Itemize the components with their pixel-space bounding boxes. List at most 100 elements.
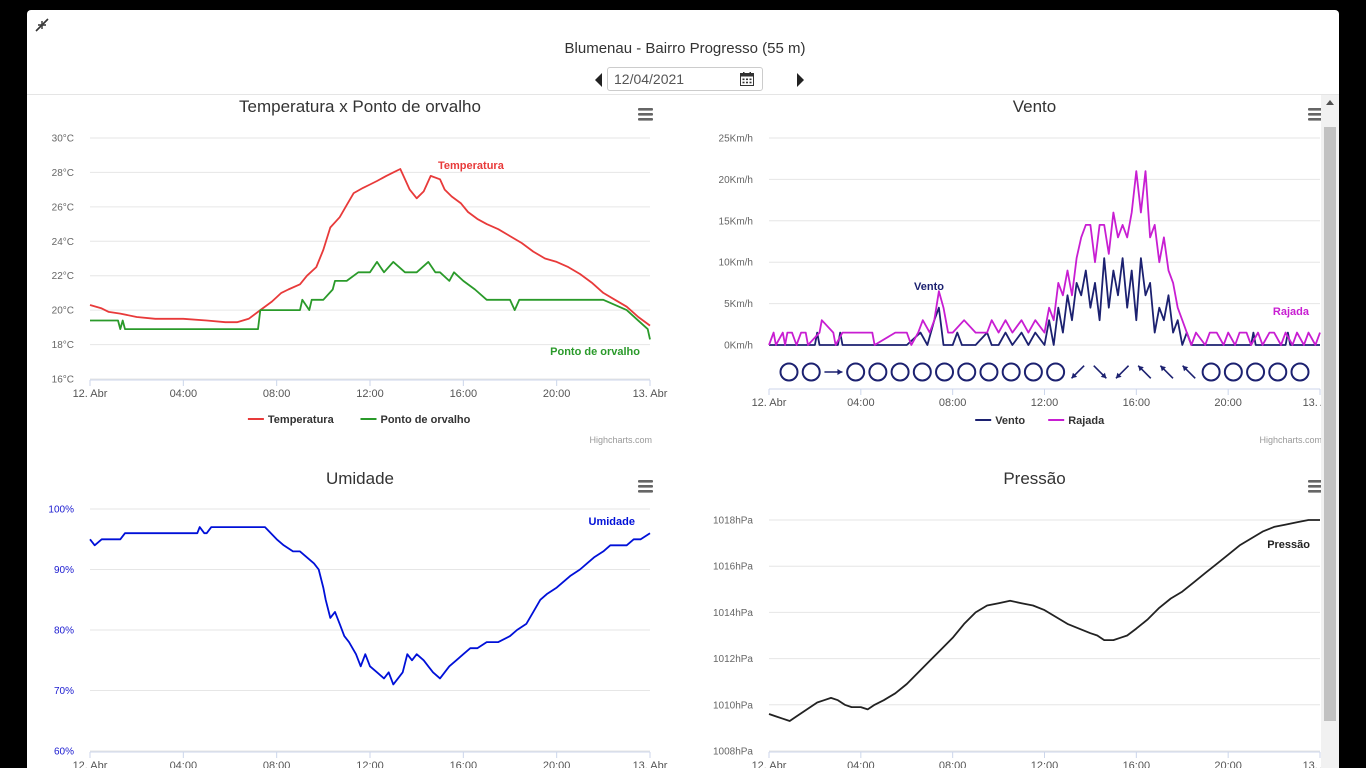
- legend-item[interactable]: Ponto de orvalho: [360, 414, 471, 426]
- previous-day-button[interactable]: [594, 73, 604, 87]
- charts-scroll-area[interactable]: Temperatura x Ponto de orvalho 16°C 18°C 20…: [27, 95, 1339, 768]
- wind-calm-icon: [1023, 362, 1043, 382]
- y-tick-label: 90%: [54, 565, 74, 576]
- wind-calm-icon: [801, 362, 821, 382]
- y-tick-label: 1016hPa: [713, 562, 753, 573]
- chart-title: Vento: [1013, 97, 1057, 116]
- wind-calm-icon: [890, 362, 910, 382]
- wind-chart: Vento 0Km/h 5Km/h 10Km/h 15Km/h 20Km/h 25Km/h 1…: [719, 97, 1338, 445]
- vertical-scrollbar[interactable]: [1321, 95, 1339, 768]
- chart-menu-icon[interactable]: [634, 476, 657, 495]
- wind-calm-icon: [846, 362, 866, 382]
- y-tick-label: 1018hPa: [713, 516, 753, 527]
- series-line-temperatura[interactable]: [89, 168, 651, 327]
- x-tick-label: 12. Abr: [73, 388, 108, 400]
- chart-menu-icon[interactable]: [1304, 104, 1327, 123]
- chart-title: Temperatura x Ponto de orvalho: [239, 97, 481, 116]
- legend-item[interactable]: Temperatura: [247, 414, 335, 426]
- legend-item[interactable]: Rajada: [1048, 415, 1105, 427]
- wind-calm-icon: [1001, 362, 1021, 382]
- y-tick-label: 5Km/h: [724, 299, 753, 310]
- next-day-button[interactable]: [795, 73, 805, 87]
- y-tick-label: 22°C: [52, 271, 74, 282]
- y-tick-label: 1012hPa: [713, 654, 753, 665]
- date-input[interactable]: [607, 67, 763, 91]
- wind-calm-icon: [1268, 362, 1288, 382]
- x-tick-label: 12:00: [1031, 397, 1059, 409]
- station-title: Blumenau - Bairro Progresso (55 m): [564, 40, 806, 57]
- x-tick-label: 12. Abr: [73, 760, 108, 768]
- legend-label: Temperatura: [268, 414, 335, 426]
- series-label: Pressão: [1267, 539, 1310, 551]
- series-line-vento[interactable]: [769, 257, 1320, 346]
- chart-menu-icon[interactable]: [634, 104, 657, 123]
- series-line-ponto-de-orvalho[interactable]: [90, 260, 651, 340]
- x-tick-label: 20:00: [543, 760, 571, 768]
- y-tick-label: 15Km/h: [719, 216, 753, 227]
- legend-label: Vento: [995, 415, 1025, 427]
- x-tick-label: 16:00: [1123, 397, 1151, 409]
- y-tick-label: 24°C: [52, 237, 74, 248]
- y-tick-label: 0Km/h: [724, 341, 753, 352]
- x-tick-label: 16:00: [450, 760, 478, 768]
- wind-calm-icon: [957, 362, 977, 382]
- y-tick-label: 30°C: [52, 134, 74, 145]
- scroll-up-arrow-icon[interactable]: [1326, 100, 1334, 105]
- series-line-pressão[interactable]: [768, 519, 1320, 722]
- y-tick-label: 70%: [54, 686, 74, 697]
- wind-calm-icon: [1246, 362, 1266, 382]
- caret-right-icon: [797, 73, 804, 87]
- scrollbar-thumb[interactable]: [1324, 127, 1336, 721]
- chart-title: Pressão: [1003, 469, 1065, 488]
- x-tick-label: 12. Abr: [752, 760, 787, 768]
- x-tick-label: 12:00: [356, 760, 384, 768]
- station-modal: Blumenau - Bairro Progresso (55 m) Tempe…: [27, 10, 1339, 768]
- calendar-icon[interactable]: [740, 72, 754, 86]
- x-tick-label: 04:00: [170, 760, 198, 768]
- wind-calm-icon: [1223, 362, 1243, 382]
- x-tick-label: 20:00: [1214, 760, 1242, 768]
- y-tick-label: 100%: [48, 505, 74, 516]
- humidity-chart: Umidade 60% 70% 80% 90% 100% 12. Abr 04:00 08:00…: [48, 469, 668, 768]
- wind-arrow-east-icon: [824, 369, 843, 375]
- x-tick-label: 13. Abr: [633, 760, 668, 768]
- x-tick-label: 20:00: [1214, 397, 1242, 409]
- x-tick-label: 08:00: [939, 760, 967, 768]
- x-tick-label: 08:00: [939, 397, 967, 409]
- highcharts-credits[interactable]: Highcharts.com: [1259, 435, 1322, 445]
- y-tick-label: 80%: [54, 626, 74, 637]
- wind-calm-icon: [1201, 362, 1221, 382]
- x-tick-label: 12:00: [356, 388, 384, 400]
- y-tick-label: 20°C: [52, 306, 74, 317]
- wind-arrow-northwest-icon: [1182, 365, 1196, 379]
- wind-arrow-northwest-icon: [1137, 365, 1152, 379]
- x-tick-label: 12:00: [1031, 760, 1059, 768]
- x-tick-label: 13. Abr: [633, 388, 668, 400]
- y-tick-label: 18°C: [52, 340, 74, 351]
- series-label: Umidade: [589, 516, 635, 528]
- wind-calm-icon: [868, 362, 888, 382]
- x-tick-label: 12. Abr: [752, 397, 787, 409]
- y-tick-label: 60%: [54, 747, 74, 758]
- wind-arrow-southwest-icon: [1115, 365, 1130, 379]
- wind-calm-icon: [979, 362, 999, 382]
- y-tick-label: 20Km/h: [719, 175, 753, 186]
- highcharts-credits[interactable]: Highcharts.com: [589, 435, 652, 445]
- x-tick-label: 08:00: [263, 760, 291, 768]
- caret-left-icon: [595, 73, 602, 87]
- y-tick-label: 26°C: [52, 202, 74, 213]
- chart-menu-icon[interactable]: [1304, 476, 1327, 495]
- x-tick-label: 04:00: [847, 397, 875, 409]
- header-divider: [27, 94, 1339, 95]
- series-line-umidade[interactable]: [89, 526, 651, 686]
- legend-item[interactable]: Vento: [975, 415, 1025, 427]
- series-label: Rajada: [1273, 306, 1310, 318]
- legend-label: Ponto de orvalho: [381, 414, 471, 426]
- wind-calm-icon: [912, 362, 932, 382]
- wind-calm-icon: [935, 362, 955, 382]
- series-line-rajada[interactable]: [768, 170, 1321, 346]
- wind-arrow-northwest-icon: [1159, 365, 1174, 379]
- wind-direction-row: [779, 362, 1310, 382]
- collapse-icon[interactable]: [35, 18, 49, 32]
- wind-calm-icon: [1046, 362, 1066, 382]
